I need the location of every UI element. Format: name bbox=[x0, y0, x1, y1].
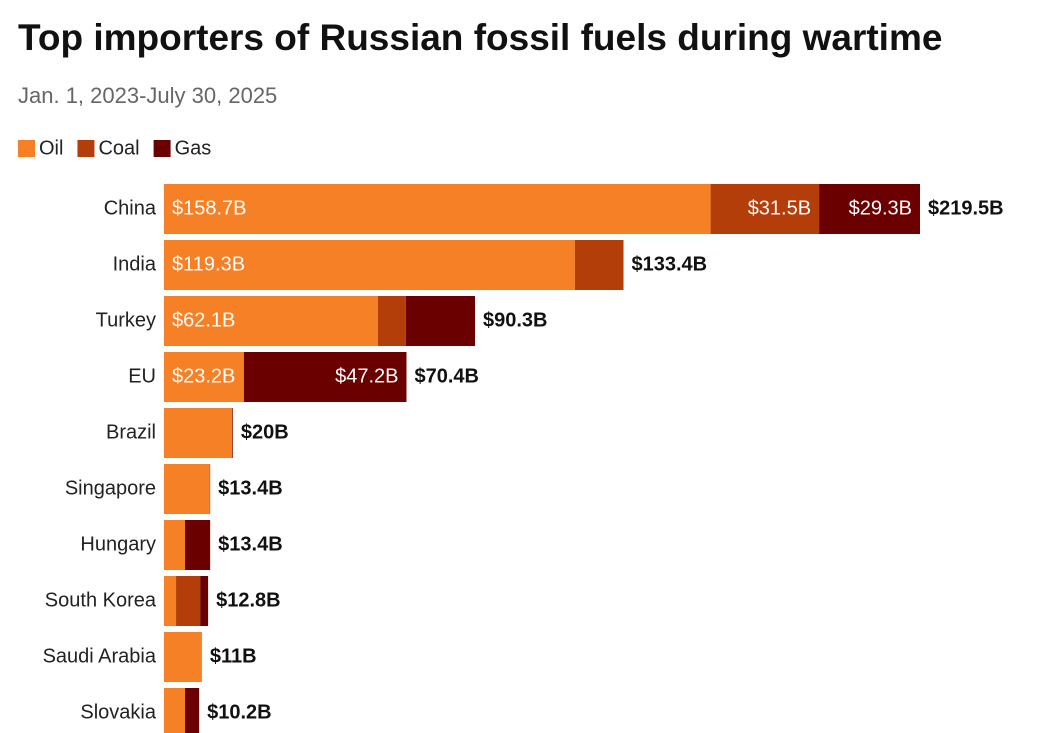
legend-swatch bbox=[153, 140, 171, 157]
total-label: $13.4B bbox=[218, 477, 283, 499]
total-label: $219.5B bbox=[928, 197, 1004, 219]
category-label: Brazil bbox=[106, 421, 156, 443]
total-label: $90.3B bbox=[483, 309, 548, 331]
value-label: $62.1B bbox=[172, 309, 235, 331]
bar-segment bbox=[819, 184, 920, 234]
legend-swatch bbox=[18, 140, 35, 157]
category-label: Hungary bbox=[80, 533, 156, 555]
bar-segment bbox=[200, 576, 209, 626]
chart-subtitle: Jan. 1, 2023-July 30, 2025 bbox=[18, 83, 277, 108]
category-label: South Korea bbox=[45, 589, 157, 611]
total-label: $70.4B bbox=[414, 365, 479, 387]
total-label: $12.8B bbox=[216, 589, 280, 611]
bar-segment bbox=[164, 520, 186, 570]
category-label: Saudi Arabia bbox=[43, 645, 157, 667]
bar-segment bbox=[164, 576, 177, 626]
bar-segment bbox=[164, 632, 202, 682]
bar-segment bbox=[176, 576, 201, 626]
total-label: $11B bbox=[210, 645, 257, 667]
bar-segment bbox=[164, 464, 210, 514]
category-label: Slovakia bbox=[80, 701, 156, 723]
category-label: Turkey bbox=[96, 309, 156, 331]
bar-segment bbox=[710, 184, 820, 234]
bar-segment bbox=[164, 184, 711, 234]
legend-label: Coal bbox=[98, 137, 139, 159]
category-label: China bbox=[104, 197, 157, 219]
bar-segment bbox=[164, 352, 244, 402]
bar-segment bbox=[185, 688, 200, 733]
category-label: Singapore bbox=[65, 477, 156, 499]
value-label: $158.7B bbox=[172, 197, 247, 219]
legend-swatch bbox=[77, 140, 95, 157]
legend-label: Gas bbox=[175, 137, 212, 159]
bar-segment bbox=[232, 408, 233, 458]
category-label: EU bbox=[128, 365, 156, 387]
bar-segment bbox=[405, 296, 476, 346]
value-label: $23.2B bbox=[172, 365, 235, 387]
total-label: $10.2B bbox=[207, 701, 271, 723]
chart-title: Top importers of Russian fossil fuels du… bbox=[18, 17, 942, 58]
category-label: India bbox=[113, 253, 157, 275]
bar-segment bbox=[164, 296, 378, 346]
value-label: $47.2B bbox=[335, 365, 398, 387]
value-label: $29.3B bbox=[849, 197, 912, 219]
bar-segment bbox=[574, 240, 624, 290]
total-label: $13.4B bbox=[218, 533, 283, 555]
bar-segment bbox=[185, 520, 211, 570]
bar-segment bbox=[164, 408, 233, 458]
bar-segment bbox=[243, 352, 407, 402]
total-label: $133.4B bbox=[631, 253, 707, 275]
total-label: $20B bbox=[241, 421, 289, 443]
bar-segment bbox=[164, 240, 575, 290]
value-label: $31.5B bbox=[748, 197, 811, 219]
legend-label: Oil bbox=[39, 137, 63, 159]
bar-segment bbox=[164, 688, 186, 733]
bar-segment bbox=[377, 296, 406, 346]
value-label: $119.3B bbox=[172, 253, 245, 275]
